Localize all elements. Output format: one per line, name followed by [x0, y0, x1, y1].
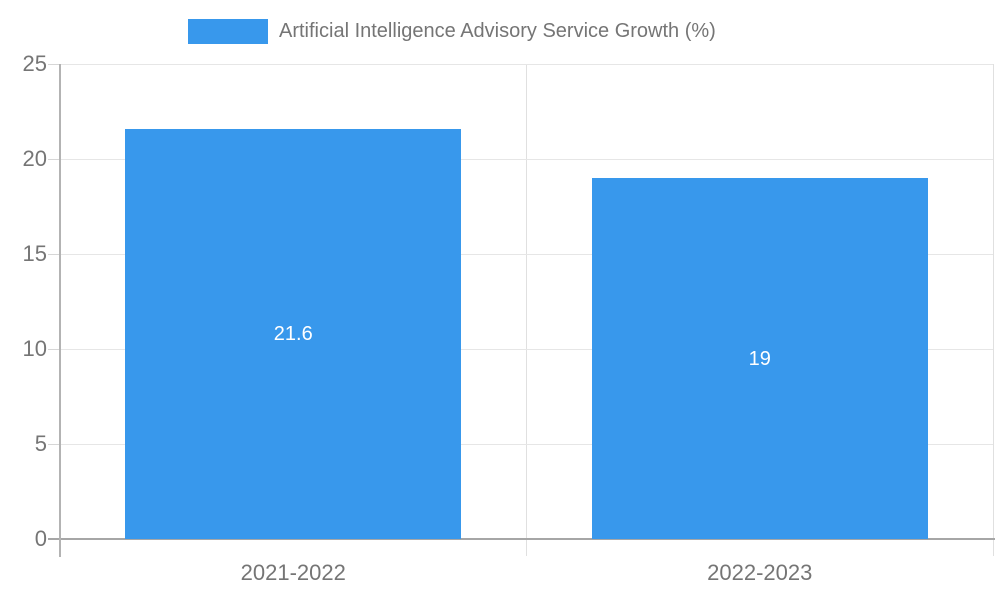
y-tick-label: 5	[34, 431, 47, 456]
y-axis-tick	[48, 443, 60, 445]
y-axis-tick	[48, 63, 60, 65]
gridline-horizontal	[60, 158, 993, 160]
x-tick-label: 2021-2022	[240, 560, 346, 585]
y-axis-tick	[48, 253, 60, 255]
y-axis-tick	[48, 348, 60, 350]
gridline-vertical	[992, 64, 994, 556]
gridline-horizontal	[60, 443, 993, 445]
y-tick-label: 10	[22, 336, 47, 361]
gridline-vertical	[526, 64, 527, 556]
y-tick-label: 25	[22, 51, 47, 76]
y-axis-line	[59, 64, 61, 557]
gridline-horizontal	[60, 348, 993, 350]
y-tick-label: 20	[22, 146, 47, 171]
bar[interactable]	[125, 128, 462, 539]
legend-swatch	[188, 19, 268, 44]
y-axis-tick	[48, 158, 60, 160]
legend[interactable]: Artificial Intelligence Advisory Service…	[188, 19, 716, 44]
x-axis-line	[48, 538, 995, 540]
gridline-horizontal	[60, 253, 993, 255]
bar[interactable]	[591, 178, 928, 539]
y-tick-label: 0	[34, 526, 47, 551]
x-tick-label: 2022-2023	[707, 560, 813, 585]
legend-label: Artificial Intelligence Advisory Service…	[279, 20, 716, 42]
y-tick-label: 15	[22, 241, 47, 266]
gridline-horizontal	[60, 63, 993, 65]
